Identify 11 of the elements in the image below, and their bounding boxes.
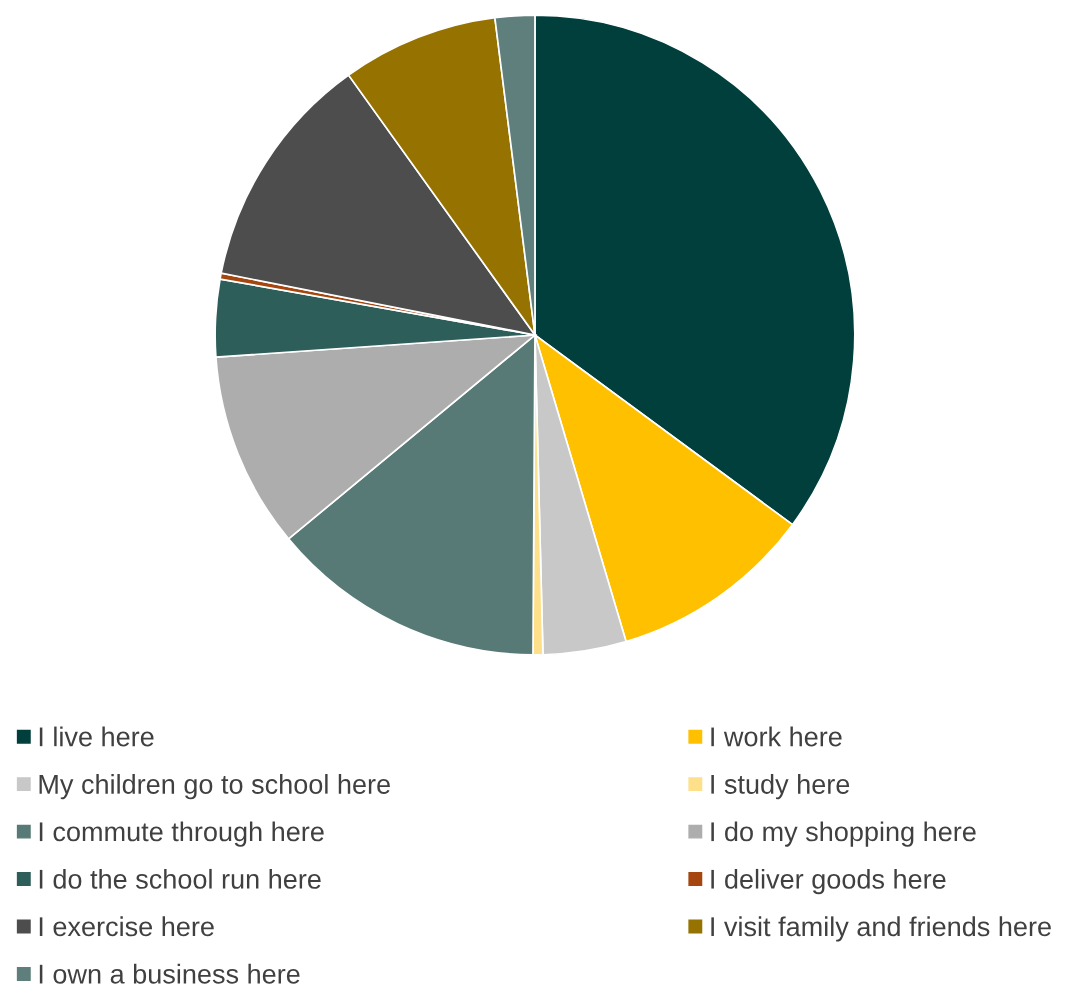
legend-label: I live here — [39, 726, 154, 747]
legend-label: I exercise here — [39, 916, 214, 937]
legend-label: I do the school run here — [39, 868, 321, 889]
legend-label: I deliver goods here — [711, 868, 946, 895]
legend-label: My children go to school here — [39, 774, 390, 800]
legend-label: I do my shopping here — [711, 821, 976, 847]
legend-label: I own a business here — [39, 963, 300, 984]
legend-label: I study here — [711, 774, 850, 800]
legend-label: I work here — [711, 726, 842, 747]
legend-label: I commute through here — [39, 821, 324, 847]
legend-label: I visit family and friends here — [711, 916, 1051, 942]
